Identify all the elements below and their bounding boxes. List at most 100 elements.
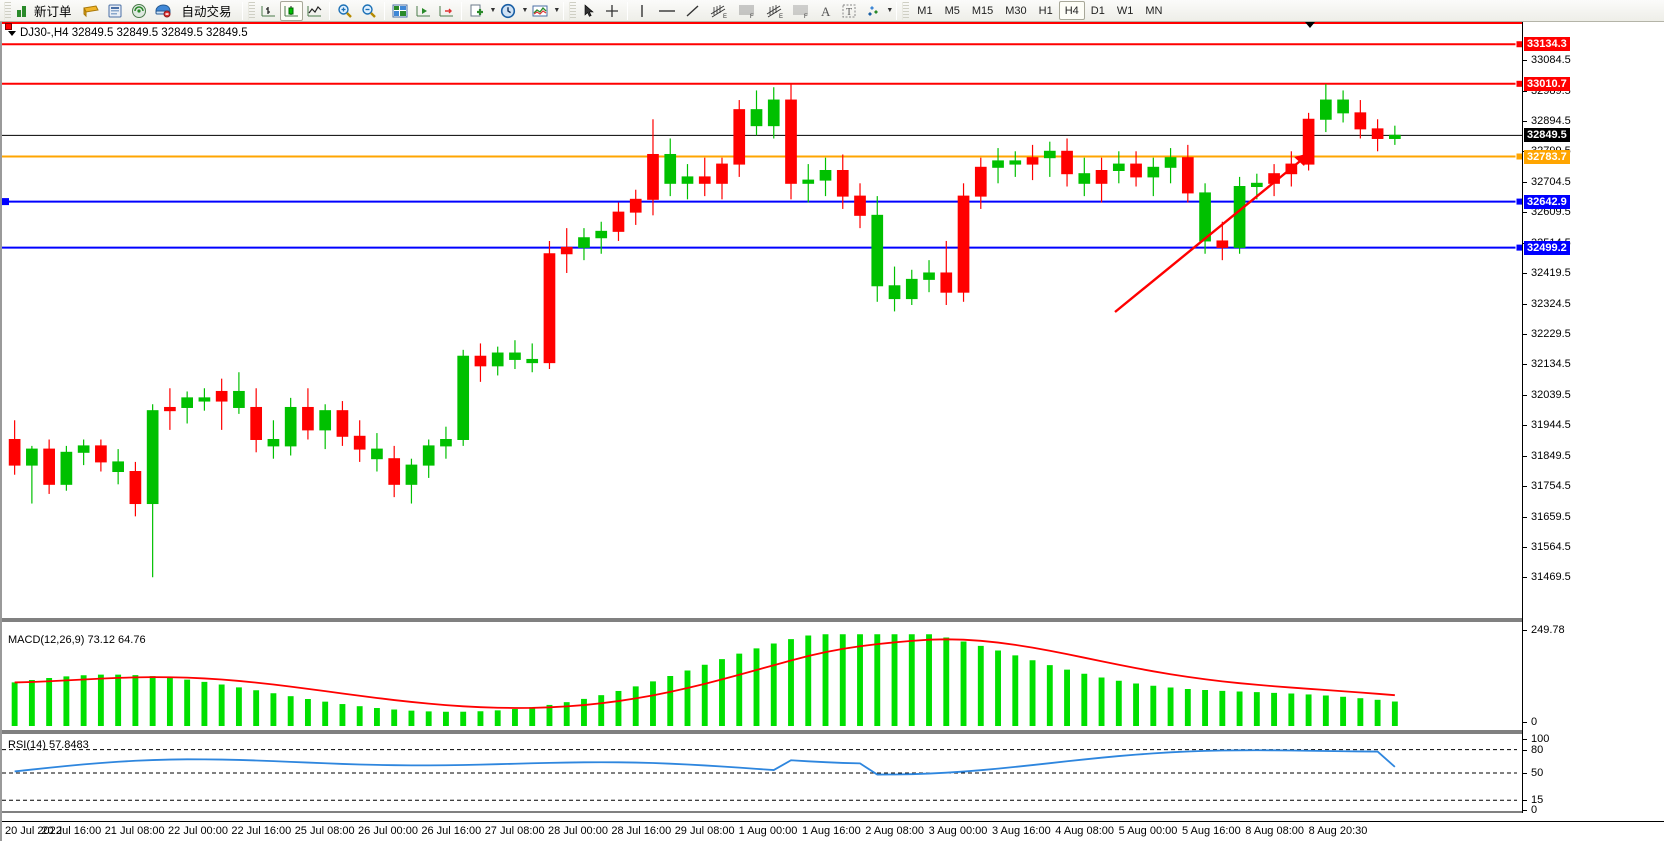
timeframe-m5[interactable]: M5 — [944, 4, 960, 17]
time-label: 27 Jul 08:00 — [484, 825, 545, 837]
new-order-label: 新订单 — [34, 5, 72, 19]
timeframe-m15[interactable]: M15 — [971, 4, 994, 17]
bar-chart-icon[interactable] — [257, 1, 280, 21]
text-label-icon[interactable]: A — [815, 1, 837, 21]
candle-body — [836, 169, 849, 197]
zoom-out-icon[interactable] — [357, 1, 381, 21]
svg-text:F: F — [804, 14, 808, 19]
candle-body — [1337, 99, 1349, 114]
cursor-icon[interactable] — [578, 1, 600, 21]
chevron-down-icon[interactable]: ▼ — [489, 7, 497, 14]
chevron-down-icon-2[interactable]: ▼ — [521, 7, 529, 14]
shapes-icon[interactable] — [861, 1, 885, 21]
price-tick: 33084.5 — [1523, 54, 1571, 66]
timeframe-h1[interactable]: H1 — [1038, 4, 1053, 17]
rsi-tick: 15 — [1523, 794, 1543, 806]
period-icon[interactable] — [496, 1, 520, 21]
toolbar-grip-2[interactable] — [247, 1, 255, 20]
time-axis[interactable]: 20 Jul 2022 20 Jul 16:00 21 Jul 08:00 22 Ju… — [2, 821, 1664, 841]
candle-body — [526, 358, 539, 364]
toolbar-grip-3[interactable] — [569, 1, 577, 20]
new-order-button[interactable]: 新订单 — [13, 1, 79, 21]
crosshair-icon[interactable] — [600, 1, 624, 21]
add-indicator-icon[interactable] — [465, 1, 489, 21]
fibonacci-icon-2[interactable]: E — [761, 1, 787, 21]
horizontal-line-icon[interactable] — [653, 1, 681, 21]
fibonacci-fan-icon[interactable]: F — [787, 1, 815, 21]
candle-body — [543, 253, 556, 364]
briefcase-icon[interactable] — [79, 1, 103, 21]
candle-body — [371, 448, 383, 460]
timeframe-h4[interactable]: H4 — [1058, 1, 1085, 20]
symbol-flag-marker — [5, 23, 12, 30]
candlestick-chart-icon[interactable] — [279, 0, 303, 21]
price-axis[interactable]: 33084.532989.532894.532799.532704.532609… — [1522, 22, 1664, 816]
time-label: 1 Aug 00:00 — [738, 825, 798, 837]
price-badge[interactable]: 32642.9 — [1524, 194, 1570, 209]
chart-canvas[interactable] — [2, 22, 1524, 841]
candle-body — [43, 448, 55, 485]
candle-body — [336, 410, 349, 437]
candle-body — [250, 406, 263, 440]
time-label: 8 Aug 20:30 — [1308, 825, 1368, 837]
toolbar-grip[interactable] — [4, 1, 11, 20]
candle-body — [1095, 169, 1108, 184]
candle-body — [612, 211, 625, 232]
candle-body — [77, 445, 90, 453]
chevron-down-icon-4[interactable]: ▼ — [886, 7, 894, 14]
candle-body — [1319, 99, 1332, 120]
chart-area[interactable]: 1 DJ30-,H4 32849.5 32849.5 32849.5 32849… — [0, 22, 1664, 841]
price-tick: 31564.5 — [1523, 541, 1571, 553]
candle-body — [1233, 186, 1246, 248]
chevron-down-icon-3[interactable]: ▼ — [553, 7, 561, 14]
candle-body — [1250, 182, 1263, 188]
macd-tick: 249.78 — [1523, 624, 1565, 636]
price-badge[interactable]: 33134.3 — [1524, 37, 1570, 52]
timeframe-mn[interactable]: MN — [1145, 4, 1163, 17]
price-tick: 32229.5 — [1523, 328, 1571, 340]
line-chart-icon[interactable] — [303, 1, 326, 21]
candle-body — [233, 390, 245, 408]
timeframe-w1[interactable]: W1 — [1116, 4, 1134, 17]
templates-icon[interactable] — [528, 1, 552, 21]
candle-body — [888, 285, 901, 300]
timeframe-m1[interactable]: M1 — [917, 4, 933, 17]
macd-signal-line — [14, 638, 1395, 709]
candle-body — [578, 237, 590, 248]
candle-body — [923, 272, 935, 280]
candles-group — [8, 84, 1401, 578]
price-badge[interactable]: 32499.2 — [1524, 240, 1570, 255]
equidistant-channel-icon[interactable]: E — [705, 1, 733, 21]
candle-body — [681, 176, 694, 184]
time-label: 8 Aug 08:00 — [1245, 825, 1305, 837]
chart-shift-icon[interactable] — [435, 1, 458, 21]
expert-advisor-icon[interactable] — [151, 1, 175, 21]
price-badge[interactable]: 32849.5 — [1524, 128, 1570, 143]
candle-body — [112, 461, 124, 473]
candle-body — [284, 406, 297, 447]
autotrading-button[interactable]: 自动交易 — [175, 1, 239, 21]
toolbar-divider-3 — [383, 1, 385, 20]
zoom-in-icon[interactable] — [333, 1, 357, 21]
timeframe-d1[interactable]: D1 — [1090, 4, 1105, 17]
signal-icon[interactable] — [127, 1, 151, 21]
terminal-icon[interactable] — [103, 1, 127, 21]
vertical-line-icon[interactable] — [631, 1, 653, 21]
fibonacci-icon[interactable]: F — [733, 1, 761, 21]
candle-body — [405, 464, 418, 485]
toolbar-grip-4[interactable] — [902, 1, 910, 20]
candle-body — [474, 355, 487, 367]
chart-menu-caret-icon[interactable] — [8, 30, 16, 36]
support-handle-left — [2, 198, 9, 206]
trendline-icon[interactable] — [681, 1, 705, 21]
time-label: 26 Jul 16:00 — [421, 825, 482, 837]
tile-windows-icon[interactable] — [388, 1, 412, 21]
time-label: 2 Aug 08:00 — [865, 825, 925, 837]
timeframe-m30[interactable]: M30 — [1005, 4, 1027, 17]
price-badge[interactable]: 33010.7 — [1524, 76, 1570, 91]
candle-body — [164, 406, 176, 412]
price-badge[interactable]: 32783.7 — [1524, 149, 1570, 164]
price-tick: 32039.5 — [1523, 389, 1571, 401]
auto-scroll-icon[interactable] — [412, 1, 435, 21]
text-box-icon[interactable]: T — [837, 1, 861, 21]
